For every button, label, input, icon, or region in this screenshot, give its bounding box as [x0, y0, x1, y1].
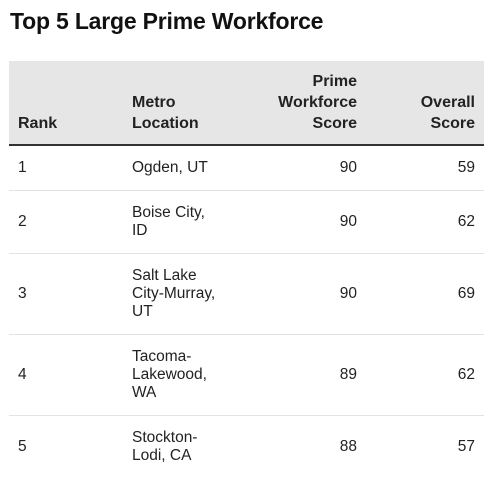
rank-cell: 1: [9, 145, 123, 191]
header-overall-line-1: Overall: [420, 94, 475, 111]
header-overall-line-2: Score: [430, 115, 475, 132]
table-row: 2 Boise City, ID 90 62: [9, 190, 484, 254]
location-cell: Stockton- Lodi, CA: [123, 416, 227, 479]
rank-cell: 4: [9, 334, 123, 416]
table-body: 1 Ogden, UT 90 59 2 Boise City, ID 90 62 …: [9, 145, 484, 478]
overall-score-cell: 59: [366, 145, 484, 191]
header-rank-label: Rank: [18, 115, 58, 132]
overall-score-cell: 69: [366, 253, 484, 335]
overall-score-cell: 62: [366, 334, 484, 416]
header-prime-line-2: Workforce: [278, 94, 357, 111]
location-line: Tacoma-: [132, 348, 192, 365]
header-metro-location: Metro Location: [123, 61, 227, 146]
prime-score-cell: 90: [227, 253, 366, 335]
header-prime-line-3: Score: [312, 115, 357, 132]
prime-score-cell: 89: [227, 334, 366, 416]
header-overall-score: Overall Score: [366, 61, 484, 146]
table-row: 5 Stockton- Lodi, CA 88 57: [9, 416, 484, 479]
header-row: Rank Metro Location Prime Workforce Score O…: [9, 61, 484, 146]
location-line: Ogden, UT: [132, 159, 208, 176]
prime-workforce-table: Rank Metro Location Prime Workforce Score O…: [9, 61, 484, 478]
location-line: ID: [132, 222, 148, 239]
header-metro-line-2: Location: [132, 115, 199, 132]
table-row: 4 Tacoma- Lakewood, WA 89 62: [9, 334, 484, 416]
overall-score-cell: 62: [366, 190, 484, 254]
rank-cell: 3: [9, 253, 123, 335]
location-cell: Salt Lake City-Murray, UT: [123, 253, 227, 335]
location-line: Salt Lake: [132, 267, 197, 284]
rank-cell: 5: [18, 438, 27, 455]
header-prime-line-1: Prime: [312, 73, 357, 90]
location-line: Lakewood,: [132, 366, 207, 383]
prime-score-cell: 88: [339, 438, 357, 455]
table-title: Top 5 Large Prime Workforce: [10, 8, 324, 34]
table-row: 3 Salt Lake City-Murray, UT 90 69: [9, 253, 484, 335]
location-line: City-Murray,: [132, 285, 216, 302]
header-rank: Rank: [9, 61, 123, 146]
location-line: Lodi, CA: [132, 447, 192, 464]
table-row: 1 Ogden, UT 90 59: [9, 145, 484, 191]
location-line: Stockton-: [132, 429, 198, 446]
header-metro-line-1: Metro: [132, 94, 176, 111]
location-cell: Boise City, ID: [123, 190, 227, 254]
prime-score-cell: 90: [227, 190, 366, 254]
location-line: WA: [132, 384, 157, 401]
rank-cell: 2: [9, 190, 123, 254]
prime-score-cell: 90: [227, 145, 366, 191]
table-header: Rank Metro Location Prime Workforce Score O…: [9, 61, 484, 146]
location-line: UT: [132, 303, 153, 320]
location-cell: Ogden, UT: [123, 145, 227, 191]
location-line: Boise City,: [132, 204, 205, 221]
overall-score-cell: 57: [457, 438, 475, 455]
location-cell: Tacoma- Lakewood, WA: [123, 334, 227, 416]
header-prime-workforce-score: Prime Workforce Score: [227, 61, 366, 146]
